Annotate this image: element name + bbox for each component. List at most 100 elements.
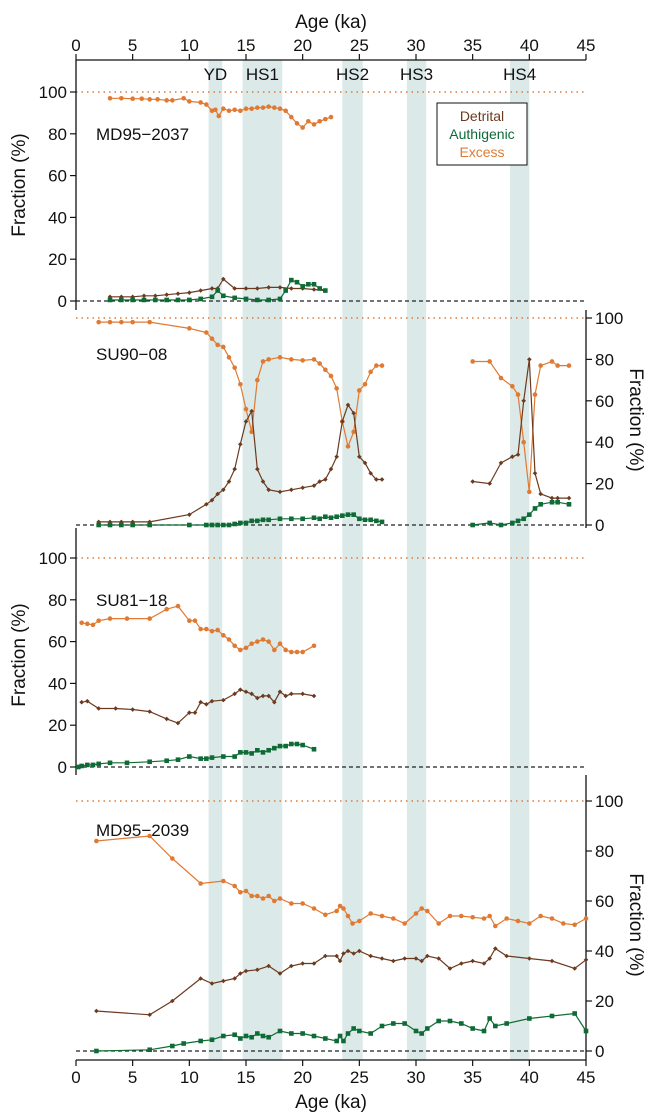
panel-3-series-0-point-40: [527, 921, 532, 926]
panel-1-ytick-label-3: 60: [595, 392, 614, 411]
panel-3-series-1-point-31: [459, 961, 464, 966]
panel-1-series-2-point-8: [215, 522, 220, 528]
panel-0-series-0-point-7: [170, 98, 175, 103]
panel-3-series-2-point-39: [504, 1021, 509, 1026]
panel-0-series-2-point-3: [141, 297, 147, 303]
panel-1-series-0-point-5: [187, 326, 192, 331]
panel-2-series-2-point-20: [260, 750, 266, 755]
panel-0-series-2-point-10: [215, 288, 220, 293]
panel-1-series-1-point-11: [232, 466, 237, 472]
panel-1-series-2-point-24: [328, 515, 334, 521]
panel-2-series-2-point-0: [75, 764, 81, 770]
panel-3-series-1-point-35: [493, 946, 498, 951]
panel-2-series-0-point-17: [232, 643, 237, 649]
panel-1-series-2-line: [98, 513, 383, 526]
panel-2-series-0-point-14: [215, 627, 220, 633]
panel-3-ytick-label-3: 60: [595, 892, 614, 911]
panel-0-series-1-point-14: [255, 286, 260, 291]
panel-1-series-3-point-1: [487, 359, 492, 364]
panel-3-series-2-point-38: [493, 1023, 498, 1029]
panel-1-series-3-point-11: [566, 363, 572, 368]
panel-0-ytick-label-4: 80: [48, 125, 67, 144]
panel-1-series-1-point-14: [249, 408, 254, 414]
panel-1-series-2-point-23: [323, 514, 328, 520]
panel-2-series-2-point-1: [79, 763, 84, 769]
panel-1-series-0-point-3: [130, 319, 135, 325]
panel-3-series-2-point-22: [345, 1031, 351, 1036]
panel-2-series-0-point-26: [283, 647, 288, 653]
panel-1-series-0-point-14: [249, 429, 254, 435]
panel-2-series-0-point-2: [90, 622, 96, 628]
panel-1-series-5-point-6: [527, 512, 532, 517]
panel-1-series-0-point-22: [317, 361, 322, 366]
panel-1-series-3-point-8: [538, 363, 543, 368]
panel-1-series-0-point-10: [226, 355, 232, 360]
panel-0-series-2-point-23: [317, 286, 322, 291]
panel-1-series-0-point-23: [323, 367, 328, 373]
legend-entry-0: Detrital: [460, 108, 504, 124]
panel-3-series-2-point-27: [391, 1021, 396, 1026]
panel-2-series-2-point-26: [294, 741, 300, 747]
panel-0-series-1-point-17: [289, 286, 294, 291]
panel-3-series-2-point-11: [255, 1031, 260, 1036]
panel-3-series-0-point-39: [515, 918, 521, 924]
panel-3-series-0-point-7: [243, 888, 249, 894]
panel-2-series-1-point-19: [260, 693, 266, 699]
panel-2-series-2-point-9: [175, 757, 181, 762]
panel-3-series-2-point-16: [300, 1031, 305, 1036]
panel-1-series-5-point-5: [521, 516, 526, 522]
panel-3-series-1-point-0: [94, 1008, 99, 1014]
panel-3-series-0-point-24: [368, 911, 373, 916]
panel-1-series-0-point-19: [289, 357, 294, 362]
panel-1-series-2-point-29: [357, 516, 362, 522]
panel-3-series-2-point-18: [323, 1036, 328, 1041]
panel-0-series-2-point-16: [277, 296, 283, 302]
panel-3-series-1-point-9: [255, 967, 260, 973]
panel-1-series-4-point-10: [555, 495, 560, 501]
panel-3-series-0-point-2: [170, 856, 175, 861]
panel-1-series-1-point-16: [260, 479, 266, 484]
panel-0-series-0-point-8: [181, 95, 186, 101]
panel-2-series-2-point-5: [107, 760, 113, 766]
panel-2-series-1-point-18: [255, 695, 260, 701]
panel-3-series-2-point-12: [260, 1033, 266, 1039]
panel-3-series-0-point-9: [255, 893, 260, 899]
panel-0-series-2-point-6: [175, 297, 181, 303]
panel-1-series-5-point-2: [498, 522, 504, 528]
panel-3-series-0-point-5: [232, 883, 237, 889]
panel-2-series-1-point-4: [130, 707, 135, 712]
panel-3-ytick-label-1: 20: [595, 992, 614, 1011]
panel-1-series-0-point-32: [374, 363, 379, 368]
panel-0-core-label: MD95−2037: [96, 125, 189, 144]
panel-2-series-0-point-21: [255, 639, 260, 644]
panel-3-series-0-point-26: [391, 916, 396, 921]
panel-0-series-2-point-1: [119, 297, 124, 303]
panel-2-series-2-point-11: [198, 756, 203, 761]
panel-1-series-2-point-28: [351, 512, 356, 517]
panel-2-series-0-point-0: [79, 620, 84, 626]
bottom-tick-label-3: 15: [237, 1068, 256, 1087]
panel-3-series-1-point-16: [334, 953, 339, 959]
panel-1-series-1-point-15: [255, 466, 260, 472]
panel-2-series-2-point-10: [187, 754, 192, 759]
panel-3-series-2-point-13: [266, 1034, 271, 1040]
panel-3-series-0-point-14: [289, 901, 294, 906]
panel-2-series-2-point-21: [266, 747, 271, 753]
panel-2-series-1-point-11: [204, 702, 209, 707]
panel-0-series-0-point-31: [311, 122, 317, 127]
event-label-0: YD: [204, 65, 228, 84]
panel-3-series-0-point-41: [538, 913, 543, 919]
panel-3-series-0-point-18: [334, 908, 339, 914]
panel-3-series-2-point-2: [170, 1043, 175, 1049]
panel-1-series-3-point-6: [527, 489, 532, 495]
panel-3-series-0-point-22: [350, 921, 355, 926]
panel-0-series-0-point-3: [139, 96, 145, 101]
panel-2-series-0-point-18: [238, 647, 243, 653]
panel-1-series-1-point-6: [204, 502, 209, 507]
top-tick-label-1: 5: [128, 36, 137, 55]
panel-1-core-label: SU90−08: [96, 345, 167, 364]
panel-2-series-1-point-14: [232, 691, 237, 697]
panel-2-series-0-point-8: [175, 603, 181, 609]
top-tick-label-8: 40: [520, 36, 539, 55]
panel-3-series-0-point-34: [470, 914, 475, 920]
